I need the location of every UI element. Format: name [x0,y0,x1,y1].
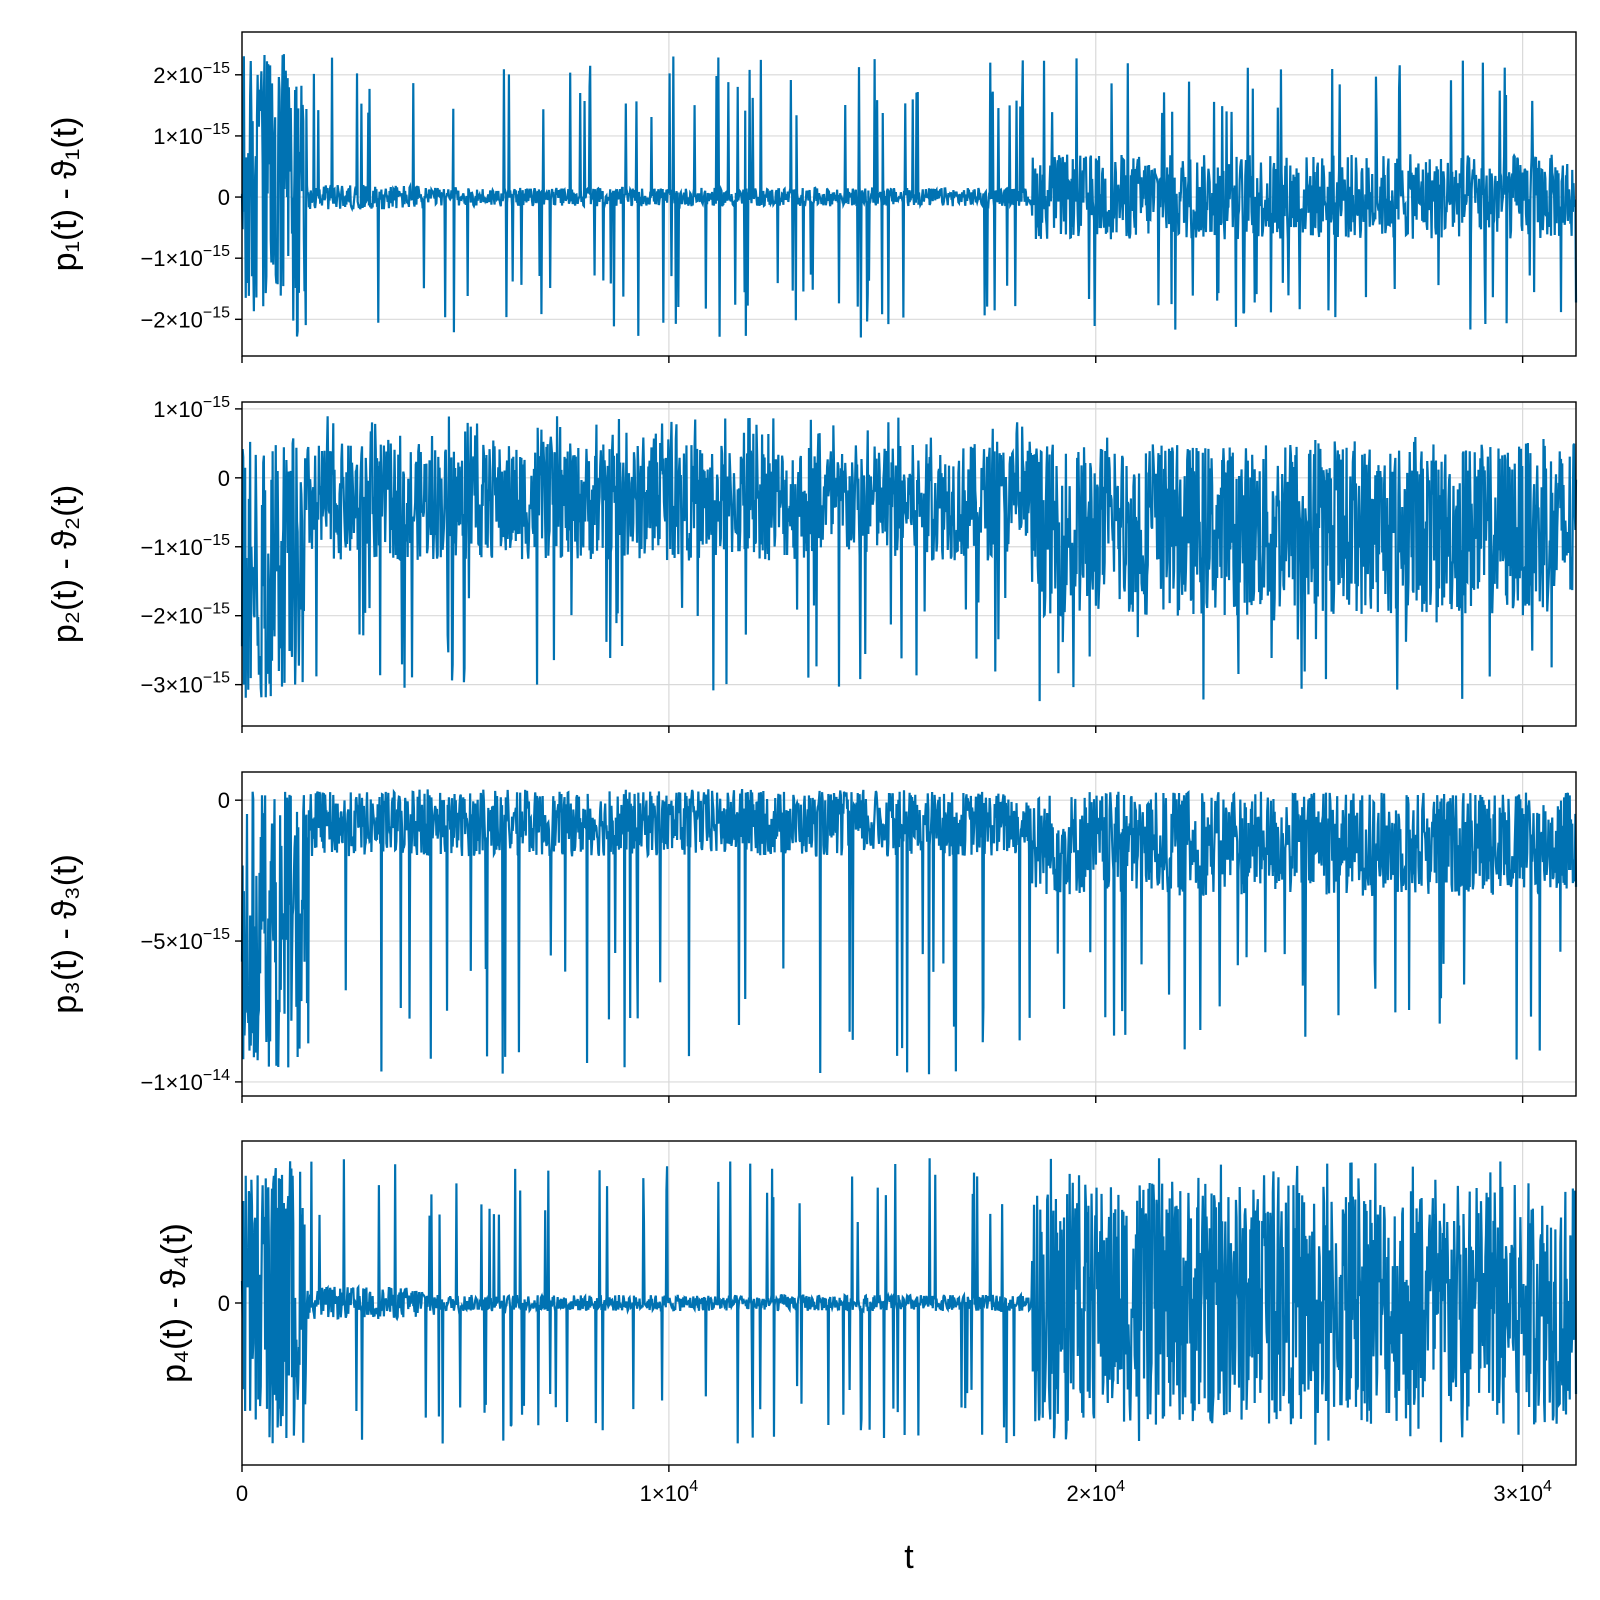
plot-frame [241,401,1577,727]
y-tick-label: 2×10−15 [153,60,230,88]
y-tick-label: 1×10−15 [153,394,230,422]
y-tick-label: −1×10−15 [140,532,230,560]
y-tick-label: 0 [218,466,230,491]
series-line-4 [240,1158,1578,1445]
series-line-1 [240,54,1578,338]
panel-4: 0 p₄(t) - ϑ₄(t) 0 1×104 2×104 3×104 t [155,1140,1578,1576]
x-tick-label: 2×104 [1067,1478,1126,1506]
series-line-3 [240,788,1578,1075]
y-axis-label: p₃(t) - ϑ₃(t) [46,854,84,1014]
x-tick-label: 3×104 [1493,1478,1552,1506]
y-tick-label: 0 [218,1291,230,1316]
x-tick-label: 1×104 [640,1478,699,1506]
y-axis-label: p₄(t) - ϑ₄(t) [155,1223,193,1383]
y-tick-label: −3×10−15 [140,670,230,698]
plot-frame [241,31,1577,357]
y-axis-label: p₂(t) - ϑ₂(t) [46,485,84,643]
y-tick-label: −1×10−14 [140,1067,230,1095]
y-axis-label: p₁(t) - ϑ₁(t) [46,117,84,272]
x-axis-label: t [904,1538,914,1576]
y-tick-label: 1×10−15 [153,121,230,149]
panel-3: 0 −5×10−15 −1×10−14 p₃(t) - ϑ₃(t) [46,771,1578,1103]
x-tick-label: 0 [236,1481,248,1506]
panel-2: 1×10−15 0 −1×10−15 −2×10−15 −3×10−15 p₂(t) - … [46,394,1578,733]
plot-frame [241,771,1577,1097]
panel-1: 2×10−15 1×10−15 0 −1×10−15 −2×10−15 p₁(t) - ϑ… [46,31,1578,363]
y-tick-label: −2×10−15 [140,304,230,332]
y-tick-label: 0 [218,788,230,813]
series-line-2 [240,416,1578,702]
y-tick-label: −5×10−15 [140,926,230,954]
y-tick-label: 0 [218,185,230,210]
y-tick-label: −1×10−15 [140,243,230,271]
y-tick-label: −2×10−15 [140,601,230,629]
